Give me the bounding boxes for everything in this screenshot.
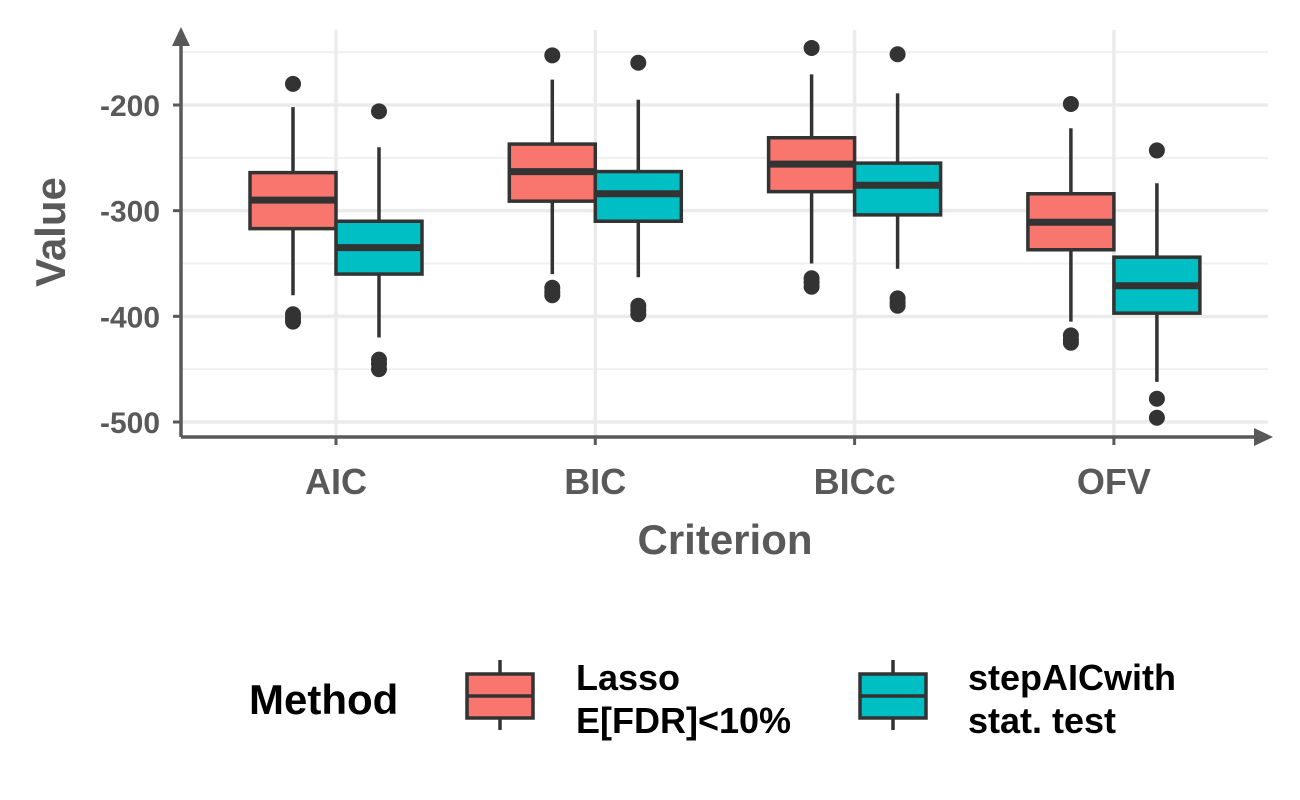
- boxplot-bic-series-2: [593, 54, 684, 323]
- outlier-point: [1148, 142, 1165, 159]
- boxplot-ofv-series-1: [1026, 95, 1116, 351]
- outlier-point: [1062, 95, 1079, 112]
- box: [852, 161, 943, 217]
- outlier-point: [285, 313, 301, 330]
- legend-label-line: E[FDR]<10%: [576, 700, 791, 741]
- boxplot-aic-series-2: [334, 103, 424, 378]
- outlier-point: [1148, 409, 1165, 426]
- legend-label-line: Lasso: [576, 657, 680, 698]
- outlier-point: [803, 39, 820, 56]
- outlier-point: [889, 46, 906, 63]
- axes: -200 -300 -400 -500 AIC BIC BICc OFV: [100, 27, 1273, 502]
- y-tick-label: -500: [100, 407, 160, 440]
- x-axis-title: Criterion: [637, 516, 812, 563]
- x-tick-label: AIC: [305, 461, 367, 502]
- outlier-point: [889, 297, 906, 314]
- y-tick-label: -200: [100, 90, 160, 123]
- legend-label-line: stat. test: [968, 700, 1116, 741]
- x-tick-label: BICc: [814, 461, 896, 502]
- boxplot-ofv-series-2: [1112, 142, 1202, 426]
- outlier-point: [371, 103, 387, 120]
- boxplot-bic-series-1: [507, 47, 598, 304]
- outlier-point: [285, 75, 301, 92]
- outlier-point: [1062, 334, 1079, 351]
- x-axis-arrow: [1254, 428, 1273, 446]
- y-tick-label: -300: [100, 196, 160, 229]
- boxplot-aic-series-1: [248, 75, 338, 330]
- boxplot-bicc-series-1: [766, 39, 857, 295]
- x-tick-label: BIC: [564, 461, 626, 502]
- outlier-point: [803, 278, 820, 295]
- outlier-point: [1148, 390, 1165, 407]
- outlier-point: [544, 287, 561, 304]
- y-tick-label: -400: [100, 301, 160, 334]
- outlier-point: [630, 306, 647, 323]
- plot-area: [248, 39, 1202, 426]
- boxplot-bicc-series-2: [852, 46, 943, 314]
- outlier-point: [371, 361, 387, 378]
- outlier-point: [630, 54, 647, 71]
- x-tick-label: OFV: [1077, 461, 1151, 502]
- legend-title: Method: [249, 676, 398, 723]
- legend-label-line: stepAICwith: [968, 657, 1176, 698]
- outlier-point: [544, 47, 561, 64]
- y-axis-arrow: [172, 27, 190, 46]
- y-axis-title: Value: [27, 177, 74, 287]
